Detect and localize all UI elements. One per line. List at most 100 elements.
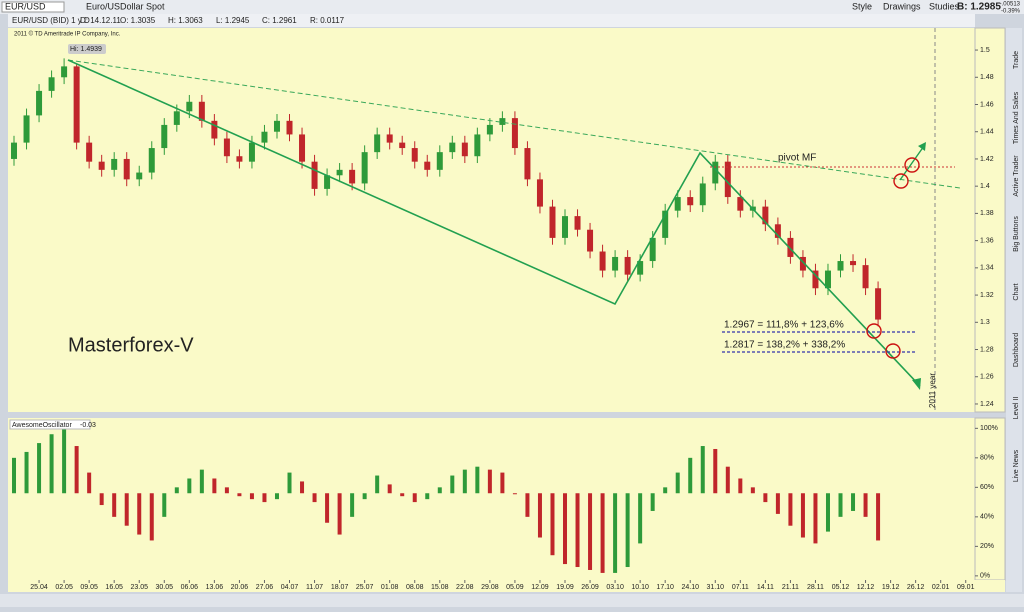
x-tick-label: 09.01 [957,584,975,591]
oscillator-bar [49,434,54,494]
candle-body [36,90,43,116]
candle-body [311,161,318,189]
oscillator-bar [462,469,467,494]
candle-body [86,142,93,162]
oscillator-bar [375,475,380,494]
oscillator-bar [663,487,668,494]
candle-body [687,197,694,206]
drawings-button[interactable]: Drawings [883,1,921,11]
candle-body [587,229,594,252]
x-tick-label: 03.10 [606,584,624,591]
oscillator-bar [600,493,605,573]
side-tab[interactable]: Level II [1013,397,1020,420]
bid: B: 1.2985 [957,2,1001,13]
candle-body [48,77,55,91]
x-tick-label: 08.08 [406,584,424,591]
oscillator-axis [974,417,1006,581]
candle-body [148,148,155,173]
y-tick-label: 1.38 [980,210,994,217]
oscillator-bar [287,472,292,494]
oscillator-bar [99,493,104,506]
info-date: D: 14.12.11 [80,16,121,25]
dashed-trend [67,59,961,189]
candle-body [799,256,806,271]
oscillator-bar [137,493,142,535]
oscillator-bar [625,493,630,568]
oscillator-bar [174,487,179,494]
x-tick-label: 26.09 [581,584,599,591]
oscillator-bar [650,493,655,511]
style-button[interactable]: Style [852,1,872,11]
hi-label: Hi: 1.4939 [70,46,102,53]
y-tick-label: 1.32 [980,292,994,299]
candle-body [173,111,180,125]
oscillator-bar [575,493,580,568]
candle-body [624,256,631,275]
x-tick-label: 12.12 [857,584,875,591]
toolbar [0,0,1024,14]
oscillator-bar [688,457,693,494]
y-tick-label: 20% [980,543,994,550]
studies-button[interactable]: Studies [929,1,960,11]
x-tick-label: 17.10 [656,584,674,591]
y-tick-label: 1.34 [980,265,994,272]
oscillator-bar [675,472,680,494]
candle-body [511,118,518,149]
candle-body [436,152,443,170]
side-tab[interactable]: Trade [1013,51,1020,69]
oscillator-bar [400,493,405,497]
oscillator-bar [425,493,430,500]
candle-body [674,197,681,211]
side-tab[interactable]: Big Buttons [1013,216,1020,252]
oscillator-bar [187,478,192,494]
oscillator-bar [512,493,517,495]
annotations [67,28,961,412]
study-box [9,419,91,430]
x-tick-label: 01.08 [381,584,399,591]
side-tab[interactable]: Times And Sales [1013,91,1020,144]
side-tab[interactable]: Live News [1013,449,1020,482]
oscillator-bar [838,493,843,517]
candle-body [386,134,393,143]
info-low: L: 1.2945 [216,16,250,25]
oscillator-bar [249,493,254,500]
x-tick-label: 22.08 [456,584,474,591]
candle-body [98,161,105,170]
oscillator-bar [162,493,167,517]
target1-label: 1.2967 = 111,8% + 123,6% [724,320,844,331]
circle [885,343,901,359]
x-tick-label: 13.06 [206,584,224,591]
oscillator-bar [437,487,442,494]
symbol-box[interactable] [1,1,65,13]
oscillator-bar [262,493,267,503]
side-tab[interactable]: Active Trader [1013,155,1020,197]
side-tab[interactable]: Chart [1013,283,1020,300]
oscillator-bar [362,493,367,500]
wave-line [67,59,921,387]
candle-body [223,138,230,157]
oscillator-bar [124,493,129,526]
x-tick-label: 31.10 [707,584,725,591]
candle-body [524,148,531,180]
candle-body [123,158,130,180]
oscillator-bar [738,478,743,494]
y-tick-label: 1.46 [980,101,994,108]
candle-body [273,120,280,132]
side-tab[interactable]: Dashboard [1013,333,1020,367]
candle-body [699,183,706,206]
candle-body [850,261,857,266]
candle-body [875,288,882,320]
candle-body [136,172,143,180]
oscillator-bar [800,493,805,538]
candle-body [637,261,644,275]
candle-body [724,161,731,198]
oscillator-bar [750,487,755,494]
x-tick-label: 28.11 [807,584,824,591]
candle-body [111,158,118,170]
x-tick-label: 29.08 [481,584,499,591]
candle-body [336,169,343,176]
candle-body [61,66,68,78]
oscillator-bar [775,493,780,514]
candle-body [299,134,306,162]
